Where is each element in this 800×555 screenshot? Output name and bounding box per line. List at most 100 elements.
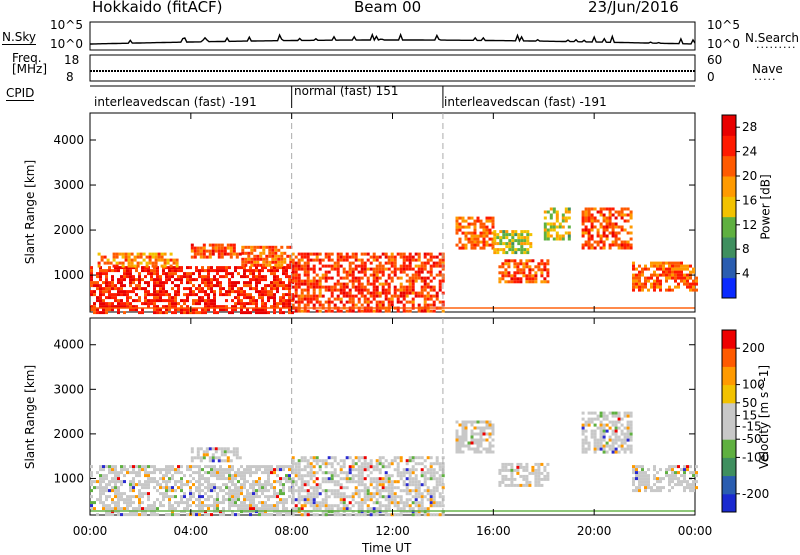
data-cell [461, 444, 465, 448]
data-cell [485, 234, 489, 238]
data-cell [234, 498, 237, 502]
data-cell [277, 248, 281, 252]
data-cell [641, 471, 644, 475]
data-cell [558, 237, 562, 241]
data-cell [659, 261, 662, 265]
data-cell [423, 252, 427, 256]
data-cell [214, 243, 218, 247]
data-cell [354, 255, 358, 259]
data-cell [106, 258, 110, 262]
data-cell [300, 291, 304, 295]
data-cell [653, 264, 656, 268]
data-cell [252, 495, 255, 499]
data-cell [405, 468, 409, 472]
data-cell [420, 288, 424, 292]
data-cell [387, 291, 391, 295]
data-cell [611, 411, 615, 415]
data-cell [520, 230, 524, 234]
data-cell [348, 273, 352, 277]
data-cell [620, 417, 624, 421]
data-cell [423, 483, 427, 487]
data-cell [294, 504, 298, 508]
data-cell [558, 234, 562, 238]
velocity-colorbar-swatch [722, 439, 736, 458]
data-cell [491, 444, 495, 448]
data-cell [584, 210, 588, 214]
data-cell [635, 465, 638, 469]
data-cell [525, 262, 529, 266]
data-cell [324, 255, 328, 259]
data-cell [174, 290, 177, 294]
data-cell [144, 486, 147, 490]
data-cell [511, 236, 515, 240]
data-cell [414, 489, 418, 493]
data-cell [237, 293, 240, 297]
data-cell [171, 486, 174, 490]
data-cell [159, 311, 162, 315]
data-cell [381, 504, 385, 508]
data-cell [629, 210, 633, 214]
data-cell [147, 507, 150, 511]
data-cell [153, 480, 156, 484]
data-cell [381, 462, 385, 466]
data-cell [90, 495, 93, 499]
data-cell [282, 483, 285, 487]
data-cell [423, 477, 427, 481]
data-cell [330, 285, 334, 289]
data-cell [120, 284, 123, 288]
data-cell [632, 465, 635, 469]
data-cell [360, 294, 364, 298]
data-cell [488, 243, 492, 247]
data-cell [366, 465, 370, 469]
data-cell [324, 264, 328, 268]
data-cell [180, 501, 183, 505]
data-cell [208, 255, 212, 259]
data-cell [159, 486, 162, 490]
data-cell [189, 492, 192, 496]
data-cell [267, 269, 270, 273]
data-cell [102, 486, 105, 490]
data-cell [234, 284, 237, 288]
data-cell [546, 471, 550, 475]
data-cell [584, 420, 588, 424]
data-cell [493, 236, 497, 240]
data-cell [264, 471, 267, 475]
data-cell [369, 294, 373, 298]
data-cell [252, 492, 255, 496]
data-cell [339, 492, 343, 496]
data-cell [189, 275, 192, 279]
data-cell [153, 278, 156, 282]
data-cell [366, 288, 370, 292]
data-cell [363, 501, 367, 505]
data-cell [297, 462, 301, 466]
data-cell [396, 252, 400, 256]
data-cell [525, 259, 529, 263]
data-cell [148, 255, 152, 259]
data-cell [378, 294, 382, 298]
data-cell [378, 267, 382, 271]
data-cell [183, 311, 186, 315]
data-cell [632, 267, 635, 271]
data-cell [378, 483, 382, 487]
data-cell [280, 260, 284, 264]
data-cell [602, 417, 606, 421]
data-cell [93, 311, 96, 315]
data-cell [108, 483, 111, 487]
data-cell [99, 287, 102, 291]
data-cell [306, 489, 310, 493]
data-cell [411, 285, 415, 289]
data-cell [599, 246, 603, 250]
data-cell [277, 254, 281, 258]
data-cell [144, 465, 147, 469]
data-cell [596, 438, 600, 442]
data-cell [324, 279, 328, 283]
data-cell [470, 234, 474, 238]
data-cell [186, 480, 189, 484]
data-cell [159, 290, 162, 294]
data-cell [267, 507, 270, 511]
data-cell [641, 480, 644, 484]
data-cell [384, 477, 388, 481]
data-cell [115, 255, 119, 259]
data-cell [540, 471, 544, 475]
data-cell [303, 483, 307, 487]
